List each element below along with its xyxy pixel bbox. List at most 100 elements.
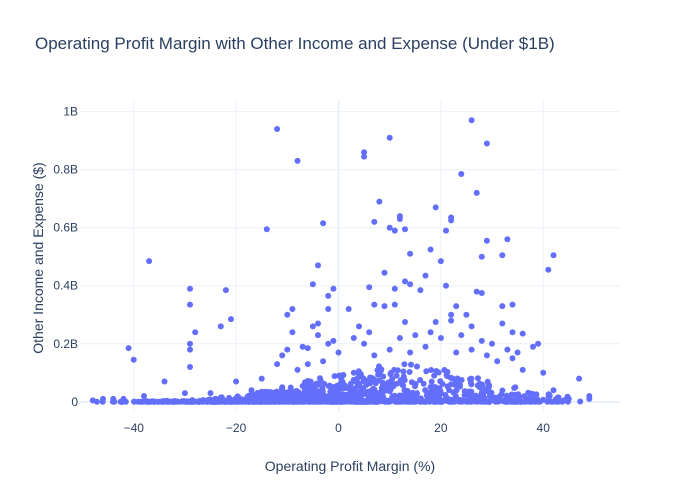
data-point <box>468 117 475 124</box>
data-point <box>474 398 481 405</box>
data-point <box>212 398 219 405</box>
y-tick-label: 0.6B <box>53 221 78 235</box>
data-point <box>417 377 424 383</box>
data-point <box>478 337 485 344</box>
data-point <box>446 398 453 405</box>
data-point <box>342 397 349 403</box>
data-point <box>361 340 368 347</box>
data-point <box>443 282 449 289</box>
data-point <box>170 398 176 405</box>
x-axis-title: Operating Profit Margin (%) <box>265 458 435 474</box>
data-point <box>483 352 490 359</box>
data-point <box>504 236 511 243</box>
data-point <box>507 395 514 402</box>
data-point <box>325 398 332 405</box>
data-point <box>331 373 338 380</box>
data-point <box>453 377 459 384</box>
data-point <box>448 317 455 324</box>
data-point <box>109 398 116 405</box>
data-point <box>356 380 363 387</box>
data-point <box>222 398 229 405</box>
data-point <box>407 349 414 356</box>
data-point <box>393 372 400 379</box>
data-point <box>245 395 252 402</box>
data-point <box>385 379 392 386</box>
data-point <box>427 246 434 253</box>
data-point <box>499 252 506 259</box>
data-point <box>284 346 291 353</box>
data-point <box>371 301 378 308</box>
data-point <box>301 382 307 389</box>
data-point <box>155 398 162 405</box>
data-point <box>564 393 571 400</box>
data-point <box>428 378 435 385</box>
x-tick-label: −20 <box>226 421 247 435</box>
data-point <box>161 378 168 385</box>
data-point <box>434 398 441 405</box>
data-point <box>427 384 434 390</box>
data-point <box>325 292 332 299</box>
data-point <box>466 393 473 400</box>
data-point <box>532 393 539 400</box>
data-point <box>435 369 442 376</box>
data-point <box>427 329 434 336</box>
data-point <box>326 382 333 389</box>
data-point <box>550 398 557 405</box>
data-point <box>393 380 400 387</box>
data-point <box>444 383 451 390</box>
data-point <box>258 375 265 382</box>
data-point <box>361 149 368 156</box>
data-point <box>461 388 468 395</box>
data-point <box>361 153 368 160</box>
data-point <box>284 311 291 318</box>
data-point <box>228 398 235 405</box>
data-point <box>317 375 323 382</box>
data-point <box>391 227 398 234</box>
data-point <box>207 390 214 397</box>
data-point <box>274 126 281 132</box>
data-point <box>228 316 234 323</box>
data-point <box>483 386 490 392</box>
data-point <box>315 320 321 327</box>
data-point <box>550 252 557 259</box>
data-point <box>478 290 485 296</box>
data-point <box>335 372 342 379</box>
data-point <box>372 380 379 387</box>
data-point <box>467 380 474 386</box>
data-point <box>287 388 293 395</box>
data-point <box>381 269 388 276</box>
data-point <box>304 345 311 352</box>
x-tick-label: 0 <box>335 421 342 435</box>
tick-layer: −40 −20 0 20 40 0 0.2B 0.4B 0.6B 0.8B 1B <box>53 105 550 435</box>
data-point <box>437 335 444 341</box>
data-point <box>203 398 210 405</box>
data-point <box>437 258 444 265</box>
data-point <box>386 346 393 353</box>
data-point <box>237 398 244 405</box>
data-point <box>412 332 419 339</box>
data-point <box>514 394 520 401</box>
data-point <box>130 356 137 363</box>
data-point <box>393 398 400 405</box>
data-point <box>494 397 500 404</box>
data-point <box>320 358 327 365</box>
data-point <box>386 134 393 141</box>
data-point <box>509 329 516 336</box>
data-point <box>371 352 378 359</box>
data-point <box>294 157 301 164</box>
data-point <box>499 303 506 310</box>
data-point <box>376 363 382 370</box>
data-point <box>330 396 337 403</box>
data-point <box>255 393 262 400</box>
chart-title: Operating Profit Margin with Other Incom… <box>35 34 555 53</box>
data-point <box>499 320 506 327</box>
data-point <box>494 358 501 365</box>
data-point <box>337 397 344 404</box>
data-point <box>400 368 407 375</box>
data-point <box>125 345 132 352</box>
data-point <box>514 349 521 356</box>
data-point <box>408 379 415 386</box>
data-point <box>424 391 430 398</box>
data-point <box>312 392 319 399</box>
data-point <box>274 361 281 368</box>
